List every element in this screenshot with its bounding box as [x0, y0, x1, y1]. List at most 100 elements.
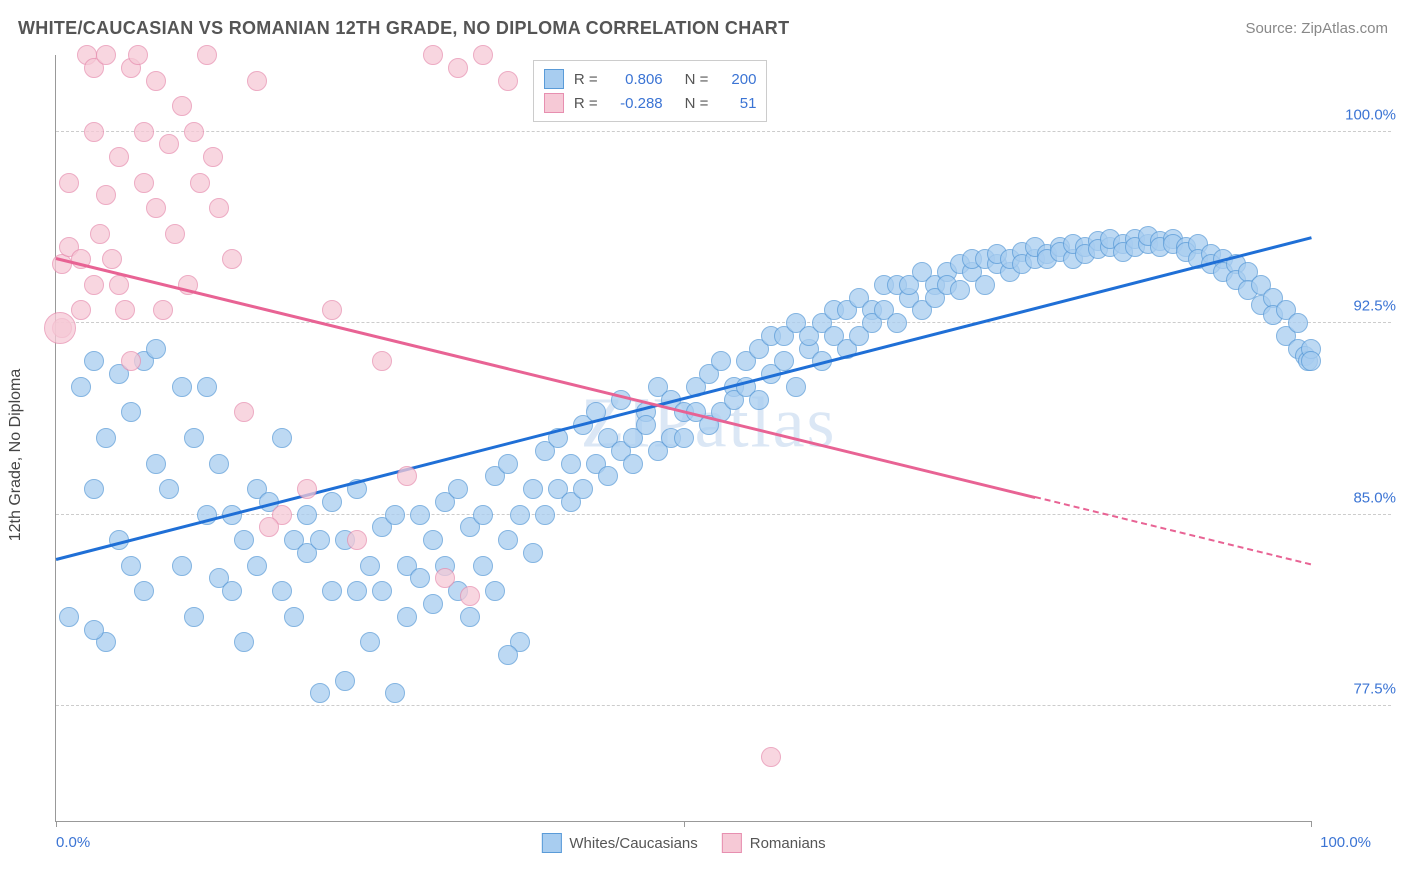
scatter-point: [410, 568, 430, 588]
scatter-point: [272, 428, 292, 448]
legend-n-value: 51: [718, 95, 756, 112]
y-tick-label: 77.5%: [1321, 681, 1396, 698]
scatter-point: [410, 505, 430, 525]
scatter-point: [184, 428, 204, 448]
scatter-point: [234, 632, 254, 652]
y-axis-label: 12th Grade, No Diploma: [7, 369, 25, 542]
scatter-point: [573, 479, 593, 499]
scatter-point: [372, 581, 392, 601]
scatter-point: [197, 45, 217, 65]
scatter-point: [59, 607, 79, 627]
scatter-point: [674, 428, 694, 448]
legend-swatch: [722, 833, 742, 853]
scatter-point: [172, 377, 192, 397]
scatter-point: [172, 96, 192, 116]
scatter-point: [786, 377, 806, 397]
scatter-point: [347, 530, 367, 550]
scatter-point: [322, 300, 342, 320]
scatter-point: [209, 198, 229, 218]
y-tick-label: 92.5%: [1321, 298, 1396, 315]
scatter-point: [146, 339, 166, 359]
scatter-point: [523, 543, 543, 563]
x-axis-label-right: 100.0%: [1320, 834, 1371, 851]
scatter-point: [146, 454, 166, 474]
scatter-point: [222, 249, 242, 269]
scatter-point: [121, 556, 141, 576]
scatter-point: [711, 351, 731, 371]
scatter-point: [84, 122, 104, 142]
scatter-point: [460, 586, 480, 606]
trend-line-dashed: [1035, 496, 1312, 565]
scatter-point: [172, 556, 192, 576]
series-legend-label: Whites/Caucasians: [569, 835, 697, 852]
scatter-point: [498, 645, 518, 665]
scatter-point: [247, 71, 267, 91]
gridline: [56, 131, 1391, 132]
scatter-point: [121, 351, 141, 371]
scatter-point: [310, 683, 330, 703]
legend-r-value: -0.288: [608, 95, 663, 112]
series-legend: Whites/CaucasiansRomanians: [541, 833, 825, 853]
chart-header: WHITE/CAUCASIAN VS ROMANIAN 12TH GRADE, …: [18, 18, 1388, 39]
scatter-point: [234, 402, 254, 422]
scatter-point: [523, 479, 543, 499]
scatter-point: [84, 275, 104, 295]
scatter-point: [159, 479, 179, 499]
scatter-point: [975, 275, 995, 295]
scatter-point: [159, 134, 179, 154]
scatter-point: [96, 428, 116, 448]
scatter-point: [310, 530, 330, 550]
scatter-point: [134, 122, 154, 142]
y-tick-label: 100.0%: [1321, 106, 1396, 123]
scatter-point: [71, 300, 91, 320]
legend-r-label: R =: [574, 95, 598, 112]
scatter-point: [397, 607, 417, 627]
scatter-point: [115, 300, 135, 320]
legend-row: R =0.806N =200: [544, 67, 757, 91]
legend-swatch: [544, 93, 564, 113]
scatter-point: [360, 632, 380, 652]
chart-source: Source: ZipAtlas.com: [1245, 20, 1388, 37]
scatter-point: [203, 147, 223, 167]
legend-n-value: 200: [718, 71, 756, 88]
legend-swatch: [541, 833, 561, 853]
x-tick: [684, 821, 685, 827]
trend-line: [56, 236, 1312, 560]
scatter-point: [385, 683, 405, 703]
scatter-point: [448, 58, 468, 78]
scatter-point: [761, 747, 781, 767]
scatter-point: [1288, 313, 1308, 333]
scatter-point: [59, 173, 79, 193]
scatter-point: [90, 224, 110, 244]
scatter-point: [190, 173, 210, 193]
scatter-point: [146, 198, 166, 218]
scatter-point: [636, 415, 656, 435]
scatter-point: [423, 594, 443, 614]
legend-r-value: 0.806: [608, 71, 663, 88]
correlation-legend: R =0.806N =200R =-0.288N =51: [533, 60, 768, 122]
scatter-point: [284, 607, 304, 627]
legend-swatch: [544, 69, 564, 89]
scatter-point: [623, 454, 643, 474]
scatter-point: [259, 517, 279, 537]
chart-plot-area: ZIPatlas 77.5%85.0%92.5%100.0%0.0%100.0%…: [55, 55, 1311, 822]
scatter-point: [234, 530, 254, 550]
scatter-point: [335, 671, 355, 691]
scatter-point: [360, 556, 380, 576]
gridline: [56, 514, 1391, 515]
scatter-point: [121, 402, 141, 422]
chart-title: WHITE/CAUCASIAN VS ROMANIAN 12TH GRADE, …: [18, 18, 789, 39]
scatter-point: [297, 505, 317, 525]
legend-n-label: N =: [685, 95, 709, 112]
scatter-point: [598, 466, 618, 486]
legend-r-label: R =: [574, 71, 598, 88]
gridline: [56, 705, 1391, 706]
scatter-point: [473, 45, 493, 65]
scatter-point: [153, 300, 173, 320]
scatter-point: [96, 45, 116, 65]
scatter-point: [385, 505, 405, 525]
scatter-point: [397, 466, 417, 486]
scatter-point: [222, 581, 242, 601]
scatter-point: [96, 185, 116, 205]
scatter-point: [134, 173, 154, 193]
